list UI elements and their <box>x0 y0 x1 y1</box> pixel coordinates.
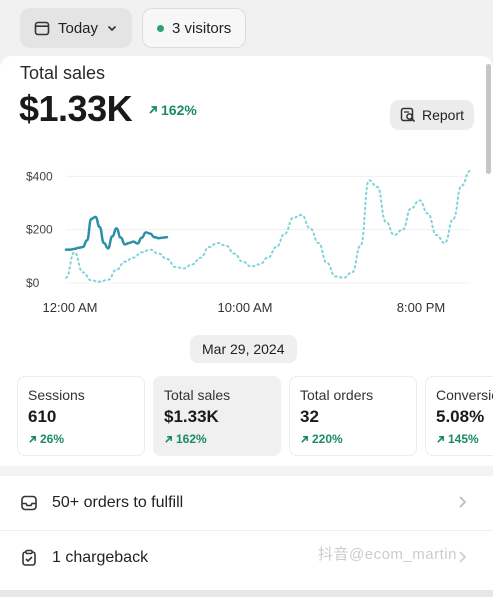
chevron-right-icon <box>459 551 467 563</box>
metric-delta: 162% <box>164 432 270 446</box>
arrow-up-right-icon <box>301 435 309 443</box>
chargeback-row[interactable]: 1 chargeback <box>0 530 493 584</box>
metric-delta: 145% <box>436 432 493 446</box>
metric-label: Total sales <box>164 387 231 403</box>
chargeback-label: 1 chargeback <box>52 548 149 566</box>
date-range-picker[interactable]: Today <box>20 8 133 48</box>
top-bar: Today 3 visitors <box>0 0 493 56</box>
arrow-up-right-icon <box>437 435 445 443</box>
comparison-series-line <box>65 170 471 283</box>
total-sales-value: $1.33K <box>19 88 133 129</box>
arrow-up-right-icon <box>29 435 37 443</box>
current-series-line <box>64 215 169 251</box>
chart-date-pill: Mar 29, 2024 <box>190 335 297 363</box>
metric-card-total-orders[interactable]: Total orders 32 220% <box>289 376 417 456</box>
metric-label: Total orders <box>300 387 374 403</box>
y-tick-label: $400 <box>26 169 53 183</box>
bottom-edge <box>0 590 493 597</box>
metric-value: 32 <box>300 407 319 426</box>
date-range-label: Today <box>58 19 99 37</box>
chevron-right-icon <box>459 496 467 508</box>
metric-cards: Sessions 610 26% Total sales $1.33K 162%… <box>17 376 493 456</box>
metric-delta-value: 145% <box>448 432 479 446</box>
live-visitors-chip[interactable]: 3 visitors <box>142 8 247 48</box>
sales-card: Total sales $1.33K 162% Report $400 $200 $… <box>0 56 493 597</box>
arrow-up-right-icon <box>149 106 157 114</box>
metric-value: 5.08% <box>436 407 485 426</box>
report-button[interactable]: Report <box>390 100 475 130</box>
total-sales-delta: 162% <box>148 102 197 118</box>
watermark-text: 抖音@ecom_martin <box>318 546 457 563</box>
metric-delta: 220% <box>300 432 406 446</box>
metric-value: 610 <box>28 407 57 426</box>
clipboard-check-icon <box>22 549 36 566</box>
y-tick-label: $200 <box>26 223 53 237</box>
calendar-icon <box>34 21 50 36</box>
inbox-icon <box>21 495 37 511</box>
metric-value: $1.33K <box>164 407 219 426</box>
metric-delta: 26% <box>28 432 134 446</box>
orders-to-fulfill-row[interactable]: 50+ orders to fulfill <box>0 476 493 530</box>
metric-delta-value: 220% <box>312 432 343 446</box>
metric-delta-value: 162% <box>176 432 207 446</box>
report-button-label: Report <box>422 107 465 123</box>
orders-to-fulfill-label: 50+ orders to fulfill <box>52 494 184 511</box>
y-tick-label: $0 <box>26 276 40 290</box>
metric-label: Sessions <box>28 387 85 403</box>
total-sales-delta-value: 162% <box>161 102 197 118</box>
scrollbar[interactable] <box>486 64 491 174</box>
metric-card-conversion-rate[interactable]: Conversion rate 5.08% 145% <box>425 376 493 456</box>
x-tick-label: 8:00 PM <box>397 300 445 315</box>
section-divider <box>0 466 493 476</box>
x-tick-label: 12:00 AM <box>43 300 98 315</box>
sales-line-chart: $400 $200 $012:00 AM 10:00 AM 8:00 PM <box>26 169 471 315</box>
metric-card-total-sales[interactable]: Total sales $1.33K 162% <box>153 376 281 456</box>
visitors-label: 3 visitors <box>172 19 232 37</box>
x-tick-label: 10:00 AM <box>218 300 273 315</box>
metric-label: Conversion rate <box>436 387 493 403</box>
metric-card-sessions[interactable]: Sessions 610 26% <box>17 376 145 456</box>
total-sales-title: Total sales <box>20 63 106 83</box>
chevron-down-icon <box>107 25 117 32</box>
arrow-up-right-icon <box>165 435 173 443</box>
live-dot-icon <box>157 24 165 32</box>
report-icon <box>400 107 416 123</box>
metric-delta-value: 26% <box>40 432 65 446</box>
